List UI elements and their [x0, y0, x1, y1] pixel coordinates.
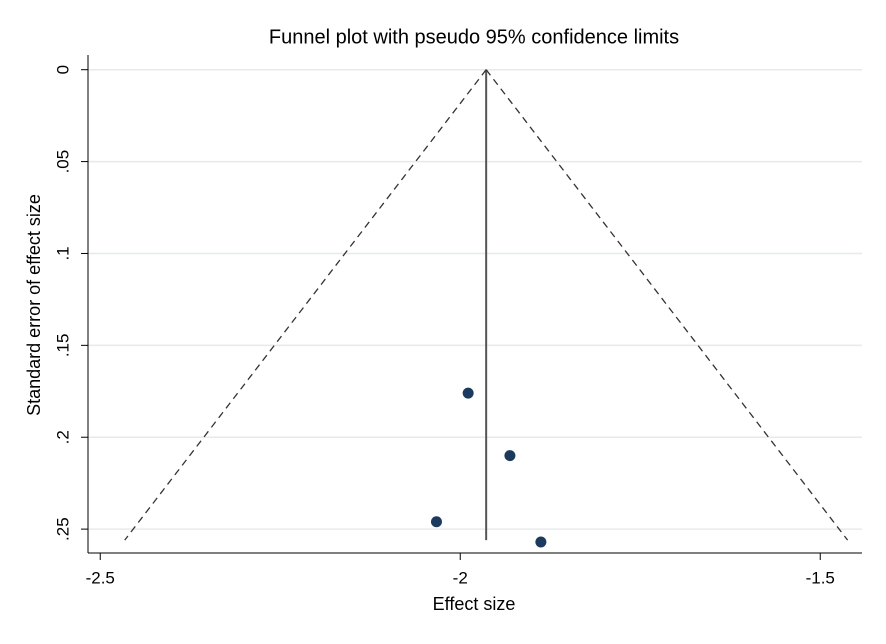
y-tick-label: .15	[53, 334, 72, 358]
point	[535, 536, 547, 548]
y-axis-label: Standard error of effect size	[24, 194, 44, 416]
y-tick-label: .05	[53, 150, 72, 174]
y-tick-label: .1	[53, 246, 72, 260]
y-tick-label: .2	[53, 430, 72, 444]
point	[504, 450, 516, 462]
x-tick-label: -1.5	[806, 568, 835, 587]
y-tick-label: 0	[53, 65, 72, 74]
x-tick-label: -2	[453, 568, 468, 587]
y-tick-label: .25	[53, 517, 72, 541]
point	[430, 516, 442, 528]
confidence-limit	[485, 69, 849, 541]
point	[462, 387, 474, 399]
x-tick-label: -2.5	[86, 568, 115, 587]
x-axis-label: Effect size	[433, 594, 516, 614]
chart-title: Funnel plot with pseudo 95% confidence l…	[269, 26, 679, 48]
confidence-limit	[124, 69, 487, 541]
